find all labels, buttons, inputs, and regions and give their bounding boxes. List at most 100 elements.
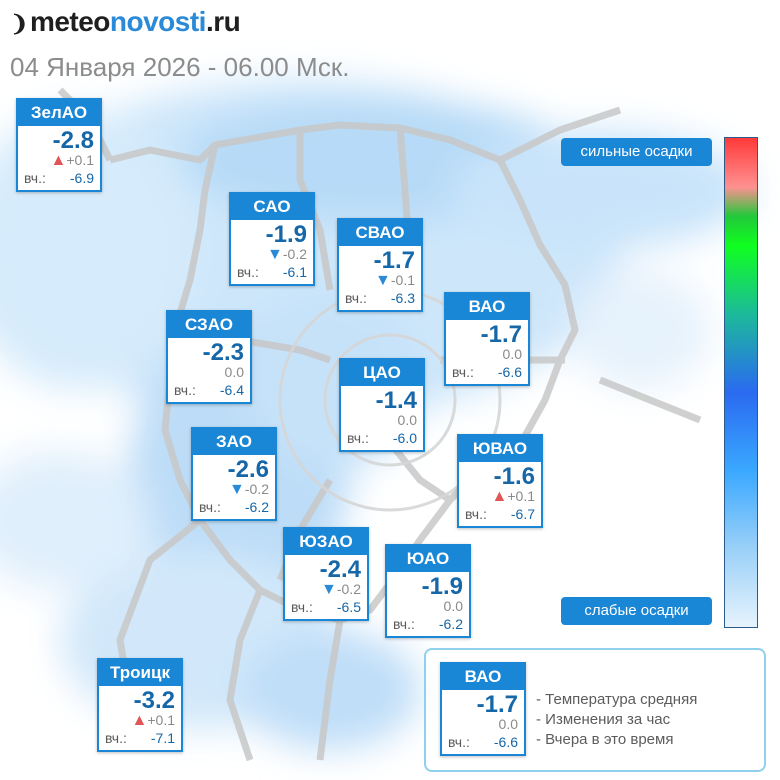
triangle-up-icon: ▲ <box>491 488 508 505</box>
district-temperature: -1.7 <box>480 321 522 348</box>
yesterday-label: вч.: <box>105 730 127 746</box>
legend-line-temperature: - Температура средняя <box>536 691 698 708</box>
yesterday-label: вч.: <box>345 290 367 306</box>
district-hour-change: 0.0 <box>446 347 528 362</box>
district-yesterday: вч.: -6.5 <box>285 597 367 619</box>
district-temperature: -1.6 <box>493 463 535 490</box>
triangle-down-icon: ▼ <box>375 272 391 289</box>
yesterday-value: -6.3 <box>390 290 415 306</box>
yesterday-label: вч.: <box>347 430 369 446</box>
logo-text-meteo: meteo <box>29 6 110 37</box>
triangle-down-icon: ▼ <box>321 581 337 598</box>
yesterday-value: -6.2 <box>244 499 269 515</box>
site-logo[interactable]: ❩meteonovosti.ru <box>10 6 241 38</box>
strong-precipitation-label: сильные осадки <box>561 138 712 166</box>
district-temperature: -1.7 <box>373 247 415 274</box>
district-hour-change: ▼-0.2 <box>231 246 313 263</box>
district-yesterday: вч.: -6.7 <box>459 504 541 526</box>
district-name: ЮЗАО <box>285 529 367 555</box>
triangle-down-icon: ▼ <box>267 246 283 263</box>
legend-yesterday-value: -6.6 <box>493 734 518 750</box>
weak-precipitation-label: слабые осадки <box>561 597 712 625</box>
yesterday-value: -6.2 <box>438 616 463 632</box>
district-card[interactable]: ЮАО -1.9 0.0 вч.: -6.2 <box>385 544 471 638</box>
yesterday-label: вч.: <box>291 599 313 615</box>
district-temperature: -2.3 <box>202 339 244 366</box>
district-card[interactable]: ЮЗАО -2.4 ▼-0.2 вч.: -6.5 <box>283 527 369 621</box>
legend-temperature: -1.7 <box>476 691 518 718</box>
district-card[interactable]: ЦАО -1.4 0.0 вч.: -6.0 <box>339 358 425 452</box>
district-yesterday: вч.: -6.6 <box>446 362 528 384</box>
district-card[interactable]: ЮВАО -1.6 ▲+0.1 вч.: -6.7 <box>457 434 543 528</box>
yesterday-value: -6.5 <box>336 599 361 615</box>
triangle-down-icon: ▼ <box>229 481 245 498</box>
legend-hour-change: 0.0 <box>442 717 524 732</box>
yesterday-value: -6.4 <box>219 382 244 398</box>
district-temperature: -1.9 <box>421 573 463 600</box>
change-value: 0.0 <box>502 346 522 362</box>
district-yesterday: вч.: -6.4 <box>168 380 250 402</box>
legend-line-change: - Изменения за час <box>536 711 671 728</box>
district-card[interactable]: ВАО -1.7 0.0 вч.: -6.6 <box>444 292 530 386</box>
legend-district-card: ВАО -1.7 0.0 вч.: -6.6 <box>440 662 526 756</box>
legend-change-value: 0.0 <box>498 716 518 732</box>
page-subtitle: 04 Января 2026 - 06.00 Мск. <box>10 52 350 82</box>
yesterday-value: -6.9 <box>69 170 94 186</box>
change-value: -0.2 <box>336 581 361 597</box>
legend-yesterday: вч.: -6.6 <box>442 732 524 754</box>
legend-box: ВАО -1.7 0.0 вч.: -6.6 - Температура сре… <box>424 648 766 772</box>
legend-explanations: - Температура средняя - Изменения за час… <box>536 690 697 750</box>
change-value: +0.1 <box>66 152 94 168</box>
district-card[interactable]: Троицк -3.2 ▲+0.1 вч.: -7.1 <box>97 658 183 752</box>
district-yesterday: вч.: -6.1 <box>231 262 313 284</box>
district-name: ЗелАО <box>18 100 100 126</box>
yesterday-label: вч.: <box>237 264 259 280</box>
change-value: -0.1 <box>390 272 415 288</box>
triangle-up-icon: ▲ <box>131 712 148 729</box>
precipitation-scale-bar <box>724 137 758 628</box>
logo-mark-icon: ❩ <box>10 11 28 36</box>
district-temperature: -2.6 <box>227 456 269 483</box>
district-name: ЗАО <box>193 429 275 455</box>
district-hour-change: ▲+0.1 <box>18 152 100 169</box>
yesterday-label: вч.: <box>452 364 474 380</box>
district-name: ВАО <box>446 294 528 320</box>
district-card[interactable]: САО -1.9 ▼-0.2 вч.: -6.1 <box>229 192 315 286</box>
change-value: 0.0 <box>443 598 463 614</box>
district-card[interactable]: СЗАО -2.3 0.0 вч.: -6.4 <box>166 310 252 404</box>
district-hour-change: 0.0 <box>168 365 250 380</box>
district-temperature: -1.9 <box>265 221 307 248</box>
district-yesterday: вч.: -6.2 <box>193 497 275 519</box>
change-value: -0.2 <box>244 481 269 497</box>
district-name: Троицк <box>99 660 181 686</box>
yesterday-value: -7.1 <box>150 730 175 746</box>
district-temperature: -2.8 <box>52 127 94 154</box>
district-card[interactable]: ЗАО -2.6 ▼-0.2 вч.: -6.2 <box>191 427 277 521</box>
yesterday-value: -6.7 <box>510 506 535 522</box>
district-temperature: -3.2 <box>133 687 175 714</box>
legend-line-yesterday: - Вчера в это время <box>536 731 674 748</box>
district-name: ЮВАО <box>459 436 541 462</box>
district-hour-change: 0.0 <box>341 413 423 428</box>
district-name: ЮАО <box>387 546 469 572</box>
district-yesterday: вч.: -7.1 <box>99 728 181 750</box>
district-card[interactable]: СВАО -1.7 ▼-0.1 вч.: -6.3 <box>337 218 423 312</box>
district-name: САО <box>231 194 313 220</box>
district-hour-change: ▼-0.2 <box>193 481 275 498</box>
district-temperature: -2.4 <box>319 556 361 583</box>
district-card[interactable]: ЗелАО -2.8 ▲+0.1 вч.: -6.9 <box>16 98 102 192</box>
district-name: СВАО <box>339 220 421 246</box>
district-yesterday: вч.: -6.2 <box>387 614 469 636</box>
logo-text-ru: .ru <box>205 6 241 37</box>
yesterday-label: вч.: <box>174 382 196 398</box>
yesterday-label: вч.: <box>24 170 46 186</box>
district-yesterday: вч.: -6.9 <box>18 168 100 190</box>
yesterday-label: вч.: <box>465 506 487 522</box>
district-hour-change: ▼-0.1 <box>339 272 421 289</box>
triangle-up-icon: ▲ <box>50 152 67 169</box>
logo-text-novosti: novosti <box>109 6 207 37</box>
change-value: -0.2 <box>282 246 307 262</box>
district-hour-change: ▲+0.1 <box>459 488 541 505</box>
yesterday-value: -6.0 <box>392 430 417 446</box>
district-yesterday: вч.: -6.3 <box>339 288 421 310</box>
